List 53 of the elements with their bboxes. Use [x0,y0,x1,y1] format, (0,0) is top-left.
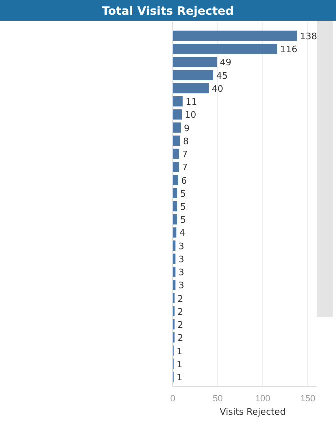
x-tick-label: 50 [212,393,224,404]
bar [173,254,176,264]
data-label: 2 [178,294,184,305]
data-label: 45 [216,72,228,82]
bar [173,122,182,133]
data-label: 6 [181,176,188,187]
data-label: 40 [212,84,224,95]
bar [173,70,214,80]
x-axis-title: Visits Rejected [220,408,286,418]
data-label: 116 [280,46,298,56]
data-label: 7 [182,164,188,174]
data-label: 9 [184,124,190,134]
data-label: 8 [183,137,190,148]
data-label: 3 [178,255,184,266]
bar [173,136,180,146]
bar [173,110,182,120]
x-tick-label: 100 [255,393,271,404]
data-label: 5 [180,190,186,200]
bar [173,96,183,107]
bar [173,214,178,225]
bar [173,175,178,186]
data-label: 10 [185,111,197,122]
x-tick-label: 0 [170,393,176,404]
bar [173,188,178,198]
data-label: 2 [178,334,184,344]
data-label: 5 [180,203,186,213]
bar [173,266,176,278]
data-label: 7 [182,150,188,161]
bar [173,30,298,42]
bar [173,148,180,160]
data-label: 4 [180,229,186,240]
data-label: 2 [178,321,184,332]
data-label: 5 [180,216,186,226]
bar [173,240,176,251]
data-label: 1 [176,347,183,358]
bar [173,83,209,94]
bar [173,201,178,212]
x-tick-label: 150 [300,393,316,404]
data-label: 3 [178,268,184,279]
data-label: 3 [178,282,184,292]
data-label: 1 [176,360,183,370]
bar [173,162,180,172]
data-label: 1 [176,374,183,384]
data-label: 2 [178,308,184,318]
data-label: 3 [178,242,184,252]
bar [173,57,218,68]
bar [173,228,177,238]
data-label: 11 [186,98,198,108]
data-label: 49 [220,58,232,69]
chart-title: Total Visits Rejected [102,4,234,18]
data-label: 138 [300,32,318,42]
bar [173,44,278,54]
bar [173,280,176,290]
